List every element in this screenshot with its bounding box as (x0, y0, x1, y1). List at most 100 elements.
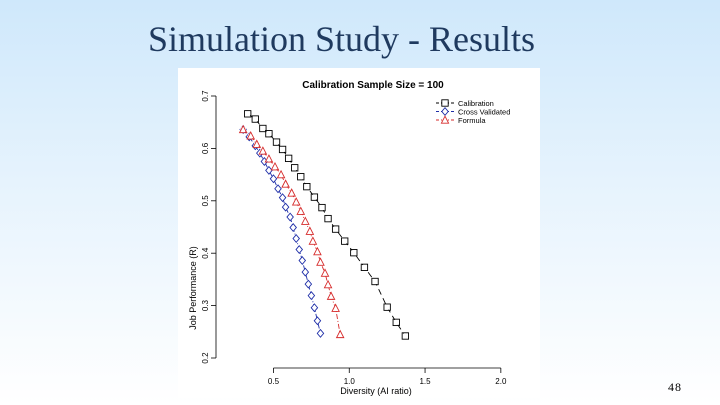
x-tick-label: 1.5 (419, 377, 431, 386)
marker-bg-calibration (384, 304, 391, 311)
data-point-calibration (303, 183, 311, 191)
legend-label-formula: Formula (458, 116, 486, 125)
data-point-formula (320, 268, 330, 277)
marker-bg-calibration (311, 194, 318, 201)
data-point-formula (281, 179, 290, 188)
data-point-cross-validated (289, 223, 297, 233)
marker-bg-cross-validated (317, 330, 324, 337)
marker-bg-calibration (273, 139, 280, 146)
chart-panel: 0.2 0.3 0.4 0.5 0.6 0.7 0.5 1.0 1.5 2.0 Calibrati… (178, 68, 540, 398)
legend-marker-bg-calibration (442, 100, 448, 106)
data-point-cross-validated (298, 256, 307, 266)
marker-bg-cross-validated (287, 214, 294, 221)
marker-bg-calibration (265, 130, 272, 137)
legend-label-cross-validated: Cross Validated (458, 108, 510, 117)
marker-bg-calibration (244, 110, 251, 117)
marker-bg-calibration (341, 238, 348, 245)
axes: 0.2 0.3 0.4 0.5 0.6 0.7 0.5 1.0 1.5 2.0 (201, 90, 507, 386)
data-point-calibration (244, 110, 252, 118)
data-point-formula (331, 303, 340, 312)
marker-bg-cross-validated (299, 257, 306, 264)
marker-bg-cross-validated (275, 185, 282, 192)
data-point-calibration (360, 263, 369, 271)
marker-bg-calibration (332, 226, 339, 233)
series-formula (238, 124, 345, 339)
data-point-cross-validated (304, 279, 313, 289)
data-point-calibration (259, 124, 267, 133)
marker-bg-calibration (372, 278, 379, 285)
data-point-formula (305, 226, 315, 235)
marker-bg-cross-validated (311, 304, 318, 311)
data-point-cross-validated (310, 303, 319, 313)
marker-bg-calibration (279, 146, 286, 153)
data-point-formula (287, 188, 297, 197)
marker-bg-cross-validated (293, 235, 300, 242)
x-tick-label: 1.0 (344, 377, 356, 386)
marker-bg-cross-validated (305, 281, 312, 288)
data-point-calibration (291, 164, 299, 172)
x-axis-label: Diversity (AI ratio) (340, 386, 412, 396)
page-number: 48 (668, 380, 682, 394)
marker-bg-calibration (285, 155, 292, 162)
data-point-calibration (265, 130, 273, 138)
slide-title: Simulation Study - Results (148, 19, 536, 59)
data-point-calibration (251, 115, 259, 123)
data-point-cross-validated (278, 193, 287, 203)
legend-marker-bg-cross-validated (442, 108, 448, 115)
data-point-cross-validated (281, 202, 290, 212)
legend-marker-formula (440, 115, 450, 124)
y-tick-label: 0.7 (201, 90, 210, 102)
marker-bg-calibration (252, 116, 259, 123)
data-point-cross-validated (295, 245, 304, 255)
marker-bg-calibration (259, 125, 266, 132)
marker-bg-calibration (350, 249, 357, 256)
data-point-calibration (284, 154, 293, 163)
marker-bg-cross-validated (265, 167, 272, 174)
y-tick-label: 0.5 (201, 195, 210, 207)
data-point-calibration (318, 203, 326, 212)
series-calibration (244, 110, 409, 340)
data-point-formula (258, 146, 268, 155)
y-tick-label: 0.2 (201, 352, 210, 364)
legend-label-calibration: Calibration (458, 99, 494, 108)
y-tick-label: 0.3 (201, 299, 210, 311)
data-point-cross-validated (269, 174, 278, 184)
data-point-formula (246, 131, 256, 140)
marker-bg-calibration (325, 215, 332, 222)
chart-title: Calibration Sample Size = 100 (302, 80, 444, 91)
data-point-calibration (383, 303, 391, 311)
chart-svg: 0.2 0.3 0.4 0.5 0.6 0.7 0.5 1.0 1.5 2.0 Calibrati… (188, 80, 510, 396)
data-point-calibration (297, 173, 305, 181)
marker-bg-cross-validated (296, 246, 303, 253)
data-point-formula (308, 236, 318, 245)
data-point-cross-validated (292, 234, 300, 244)
marker-bg-calibration (393, 319, 400, 326)
data-point-calibration (350, 249, 358, 257)
data-point-cross-validated (265, 165, 273, 175)
data-point-formula (335, 329, 345, 339)
marker-bg-cross-validated (282, 204, 289, 211)
series-line-cross-validated (242, 129, 321, 334)
marker-bg-calibration (303, 183, 310, 190)
y-axis-label: Job Performance (R) (188, 246, 198, 330)
data-point-cross-validated (301, 267, 310, 277)
data-point-calibration (401, 332, 409, 340)
marker-bg-cross-validated (279, 194, 286, 201)
marker-bg-cross-validated (290, 224, 297, 231)
plot-area (238, 110, 409, 340)
data-point-cross-validated (316, 328, 325, 338)
data-point-formula (264, 154, 274, 163)
data-point-formula (291, 197, 301, 206)
data-point-formula (276, 169, 286, 179)
data-point-cross-validated (286, 212, 294, 222)
data-point-formula (252, 139, 262, 148)
data-point-formula (316, 257, 325, 266)
data-point-cross-validated (274, 184, 282, 194)
marker-bg-cross-validated (270, 175, 277, 182)
legend-marker-calibration (441, 99, 449, 107)
data-point-formula (326, 291, 336, 300)
marker-bg-cross-validated (308, 292, 315, 299)
data-point-formula (238, 124, 248, 134)
marker-bg-calibration (297, 173, 304, 180)
